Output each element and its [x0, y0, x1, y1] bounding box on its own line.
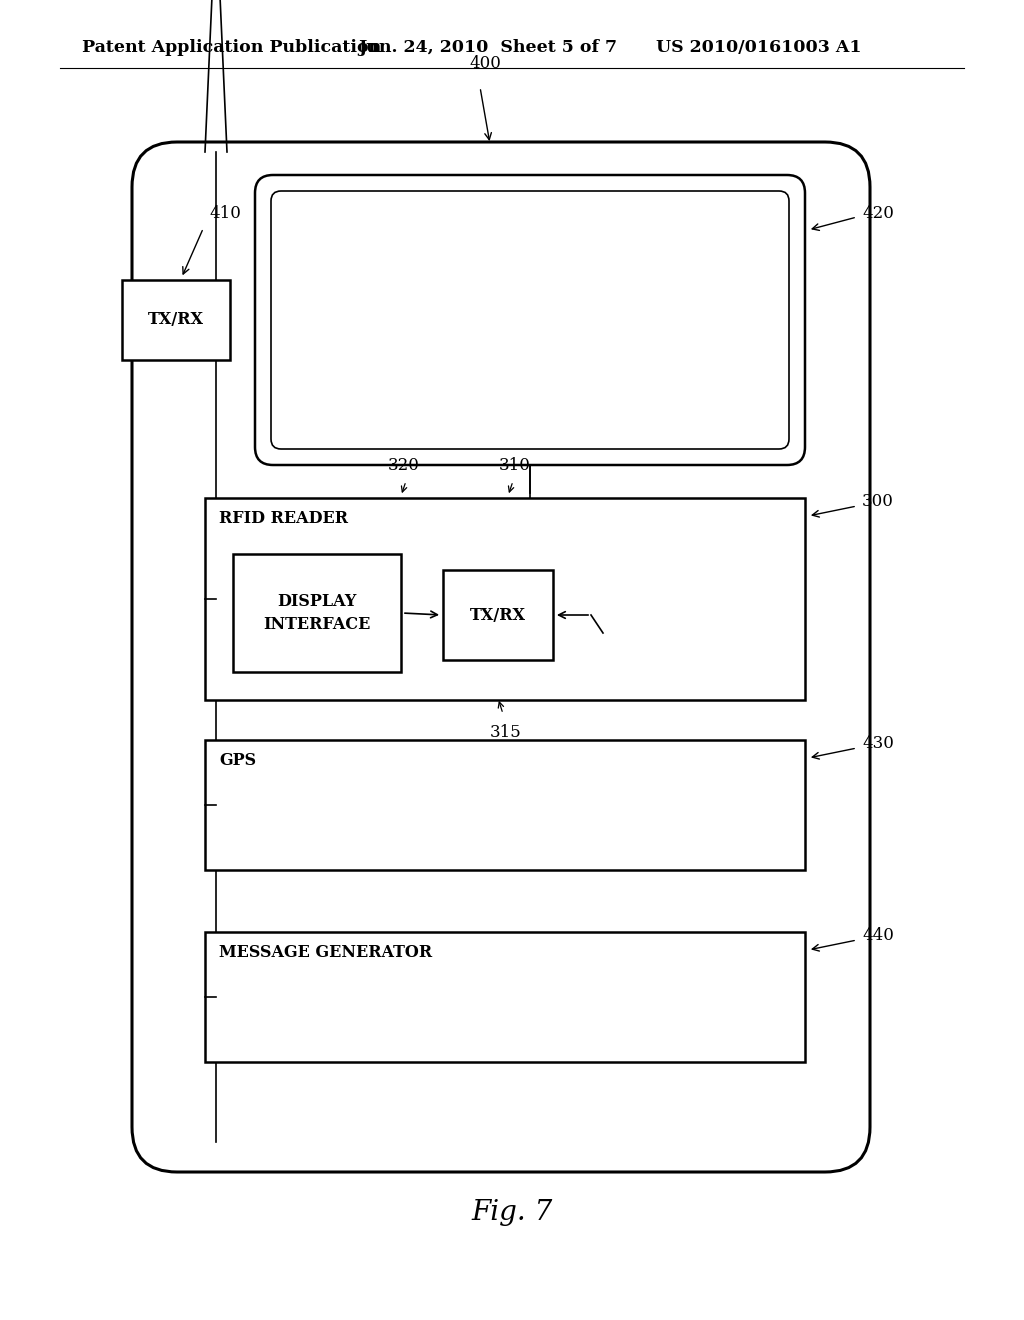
Text: Patent Application Publication: Patent Application Publication: [82, 40, 381, 57]
FancyBboxPatch shape: [122, 280, 230, 360]
Text: 410: 410: [209, 205, 242, 222]
FancyBboxPatch shape: [443, 570, 553, 660]
Text: 315: 315: [490, 723, 522, 741]
FancyBboxPatch shape: [205, 741, 805, 870]
Text: 420: 420: [862, 205, 894, 222]
Text: 430: 430: [862, 735, 894, 752]
FancyBboxPatch shape: [255, 176, 805, 465]
Text: DISPLAY
INTERFACE: DISPLAY INTERFACE: [263, 593, 371, 634]
Text: 300: 300: [862, 494, 894, 511]
FancyBboxPatch shape: [233, 554, 401, 672]
FancyBboxPatch shape: [271, 191, 790, 449]
Text: 400: 400: [469, 55, 501, 73]
Text: Fig. 7: Fig. 7: [471, 1199, 553, 1225]
Text: 320: 320: [388, 457, 420, 474]
FancyBboxPatch shape: [132, 143, 870, 1172]
Text: RFID READER: RFID READER: [219, 510, 348, 527]
Text: Jun. 24, 2010  Sheet 5 of 7: Jun. 24, 2010 Sheet 5 of 7: [358, 40, 617, 57]
Text: GPS: GPS: [219, 752, 256, 770]
Text: 440: 440: [862, 928, 894, 945]
Text: MESSAGE GENERATOR: MESSAGE GENERATOR: [219, 944, 432, 961]
Text: 310: 310: [499, 457, 530, 474]
Text: US 2010/0161003 A1: US 2010/0161003 A1: [656, 40, 861, 57]
Text: TX/RX: TX/RX: [470, 606, 526, 623]
FancyBboxPatch shape: [205, 932, 805, 1063]
Text: TX/RX: TX/RX: [147, 312, 204, 329]
FancyBboxPatch shape: [205, 498, 805, 700]
